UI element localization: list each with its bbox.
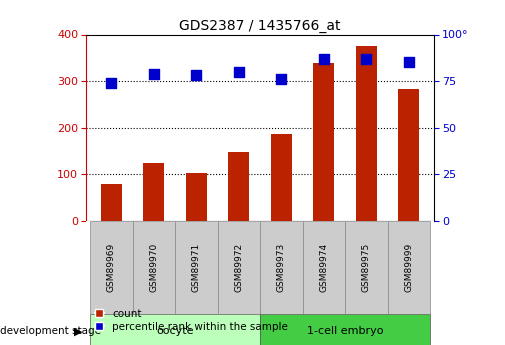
Text: GSM89974: GSM89974 [319, 243, 328, 292]
Legend: count, percentile rank within the sample: count, percentile rank within the sample [91, 305, 292, 336]
Bar [398, 89, 420, 221]
Bar [260, 221, 302, 314]
Point [235, 69, 243, 75]
Bar [271, 134, 292, 221]
Bar [387, 221, 430, 314]
Point [362, 56, 370, 61]
Bar [356, 46, 377, 221]
Bar [133, 221, 175, 314]
Text: GSM89973: GSM89973 [277, 243, 286, 292]
Bar [175, 221, 218, 314]
Text: development stage: development stage [0, 326, 101, 336]
Point [277, 77, 285, 82]
Text: GSM89971: GSM89971 [192, 243, 201, 292]
Bar [90, 221, 133, 314]
Title: GDS2387 / 1435766_at: GDS2387 / 1435766_at [179, 19, 341, 33]
Bar [302, 221, 345, 314]
Bar [345, 221, 387, 314]
Bar [90, 314, 260, 345]
Text: GSM89975: GSM89975 [362, 243, 371, 292]
Text: GSM89972: GSM89972 [234, 243, 243, 292]
Bar [143, 162, 165, 221]
Text: GSM89999: GSM89999 [405, 243, 413, 292]
Text: GSM89969: GSM89969 [107, 243, 116, 292]
Point [405, 60, 413, 65]
Text: ▶: ▶ [74, 326, 82, 336]
Bar [218, 221, 260, 314]
Bar [186, 173, 207, 221]
Point [192, 73, 200, 78]
Bar [100, 185, 122, 221]
Point [320, 56, 328, 61]
Text: 1-cell embryo: 1-cell embryo [307, 326, 383, 336]
Text: oocyte: oocyte [157, 326, 194, 336]
Text: GSM89970: GSM89970 [149, 243, 159, 292]
Point [107, 80, 115, 86]
Bar [313, 63, 334, 221]
Bar [260, 314, 430, 345]
Point [150, 71, 158, 76]
Bar [228, 152, 249, 221]
